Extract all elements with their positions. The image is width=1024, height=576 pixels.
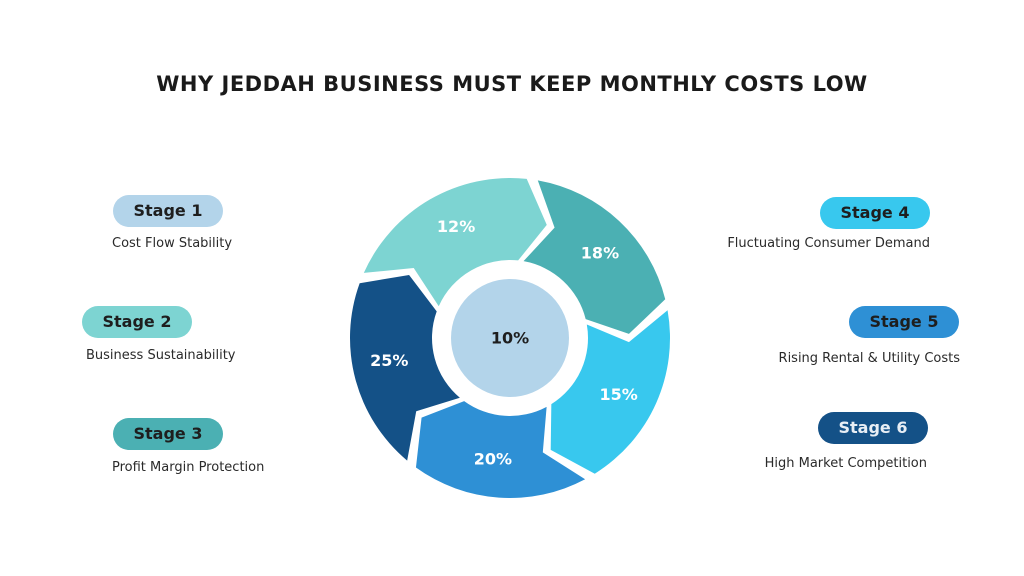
stage-4-badge: Stage 4: [820, 197, 930, 229]
wheel-segment-2: [523, 180, 666, 334]
stage-6-description: High Market Competition: [764, 456, 927, 471]
stage-1-badge: Stage 1: [113, 195, 223, 227]
wheel-segment-label-1: 12%: [437, 217, 475, 236]
stage-5-description: Rising Rental & Utility Costs: [778, 351, 960, 366]
stage-6-badge: Stage 6: [818, 412, 928, 444]
stage-2-badge: Stage 2: [82, 306, 192, 338]
stage-3-badge: Stage 3: [113, 418, 223, 450]
stage-2-description: Business Sustainability: [86, 348, 236, 363]
center-circle: [451, 279, 569, 397]
wheel-segment-label-5: 25%: [370, 351, 408, 370]
wheel-segment-4: [415, 401, 586, 498]
wheel-segment-label-2: 18%: [581, 244, 619, 263]
stage-3-description: Profit Margin Protection: [112, 460, 265, 475]
wheel-segment-1: [363, 178, 547, 307]
stage-5-badge: Stage 5: [849, 306, 959, 338]
center-label: 10%: [491, 329, 529, 348]
wheel-segment-label-4: 20%: [474, 449, 512, 468]
stage-1-description: Cost Flow Stability: [112, 236, 233, 251]
stage-4-description: Fluctuating Consumer Demand: [727, 236, 930, 251]
wheel-segment-3: [550, 310, 670, 474]
wheel-segment-5: [349, 274, 460, 461]
wheel-segment-label-3: 15%: [599, 385, 637, 404]
page-title: WHY JEDDAH BUSINESS MUST KEEP MONTHLY CO…: [156, 72, 868, 96]
